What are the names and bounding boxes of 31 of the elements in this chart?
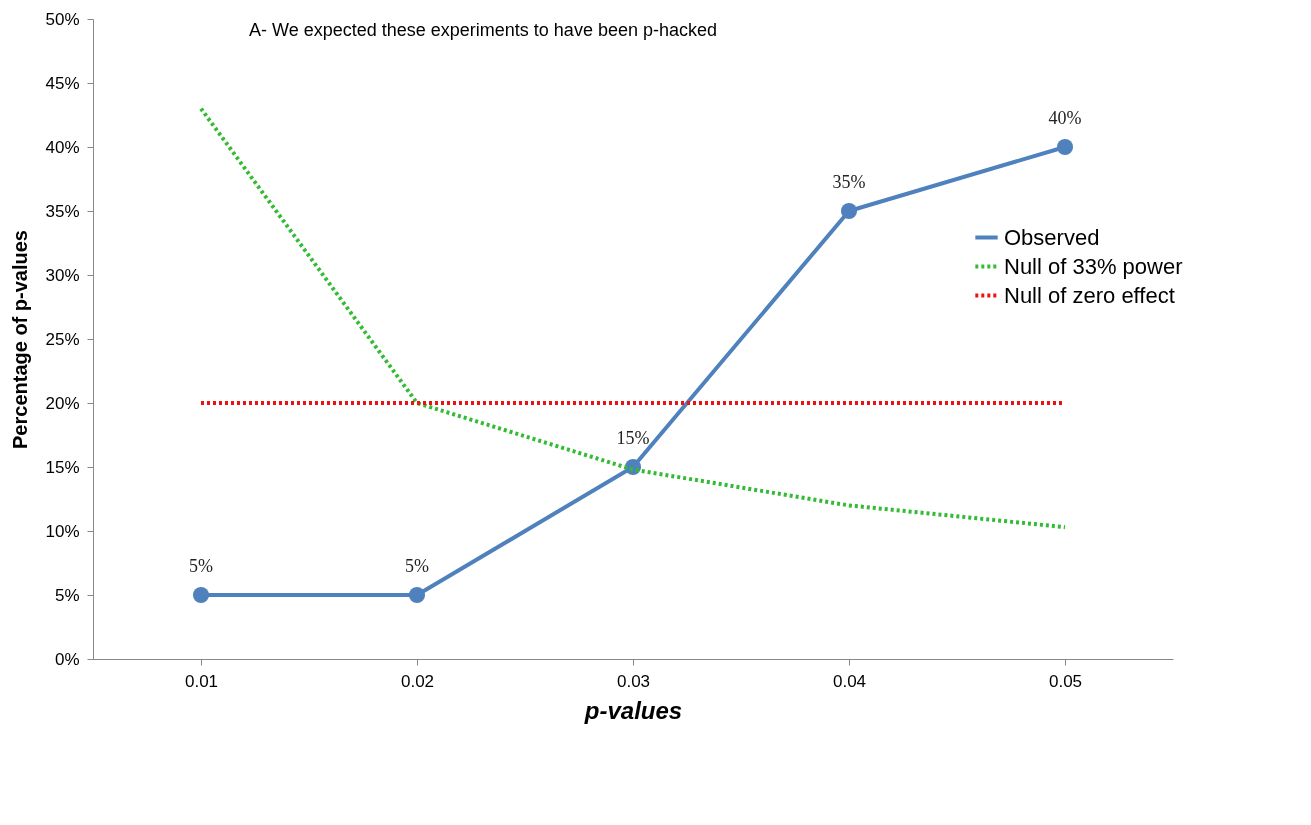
y-tick-label: 30% (45, 265, 80, 285)
y-tick-label: 25% (45, 329, 80, 349)
y-tick-label: 10% (45, 521, 80, 541)
y-tick-label: 5% (54, 585, 80, 605)
y-tick-label: 35% (45, 201, 80, 221)
data-label: 5% (405, 556, 429, 576)
data-label: 15% (616, 428, 650, 448)
legend-label: Null of 33% power (1004, 253, 1183, 279)
y-tick-label: 45% (45, 73, 80, 93)
y-tick-label: 0% (54, 649, 80, 669)
chart-title: A- We expected these experiments to have been p-hacked (249, 20, 717, 40)
point (840, 202, 858, 220)
x-axis-title: p-values (583, 696, 683, 724)
y-tick-label: 15% (45, 457, 80, 477)
x-tick-label: 0.02 (400, 671, 435, 691)
data-label: 5% (189, 556, 213, 576)
y-tick-label: 40% (45, 137, 80, 157)
x-tick-label: 0.01 (184, 671, 219, 691)
legend-label: Observed (1004, 224, 1100, 250)
data-label: 40% (1048, 108, 1082, 128)
x-tick-label: 0.04 (832, 671, 867, 691)
y-axis-title: Percentage of p-values (9, 230, 32, 449)
point (408, 586, 426, 604)
y-tick-label: 50% (45, 9, 80, 29)
data-label: 35% (832, 172, 866, 192)
x-tick-label: 0.05 (1048, 671, 1083, 691)
x-tick-label: 0.03 (616, 671, 651, 691)
y-tick-label: 20% (45, 393, 80, 413)
legend-label: Null of zero effect (1004, 282, 1175, 308)
point (192, 586, 210, 604)
point (1056, 138, 1074, 156)
